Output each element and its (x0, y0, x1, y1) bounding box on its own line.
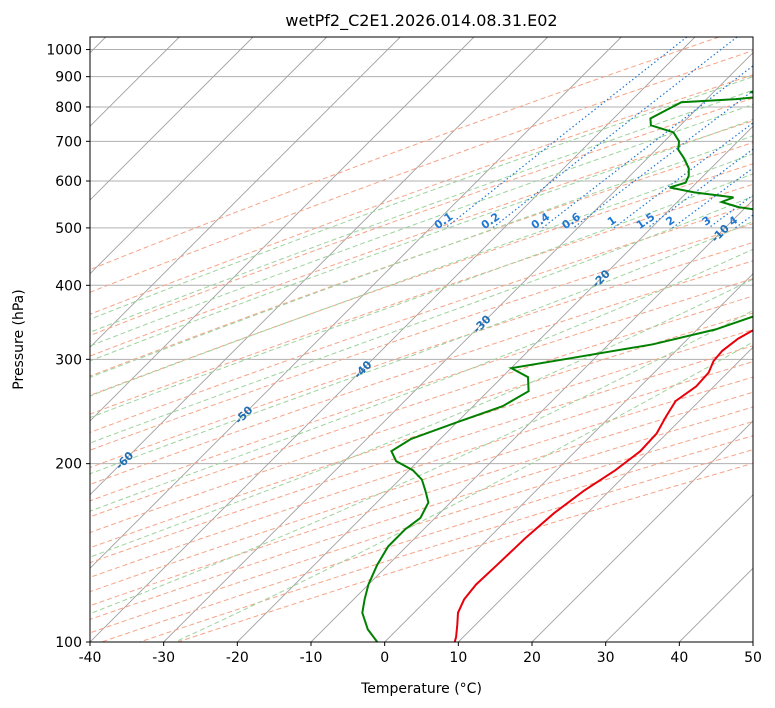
dry-adiabat-line (90, 312, 753, 534)
isotherm-line (90, 37, 549, 496)
y-axis-ticks: 1000 900 800 700 600 500 400 300 200 100 (46, 43, 90, 651)
y-tick-label: 700 (55, 134, 82, 150)
isotherm-line (605, 494, 753, 642)
x-tick-label: 50 (744, 650, 762, 666)
x-axis-ticks: -40 -30 -20 -10 0 10 20 30 40 50 (79, 642, 762, 666)
dry-adiabat-line (90, 241, 753, 469)
isotherm-line (310, 199, 753, 642)
y-axis-title: Pressure (hPa) (11, 289, 27, 389)
dry-adiabat-line (90, 391, 753, 607)
isotherm-line (236, 125, 753, 642)
y-tick-label: 100 (55, 635, 82, 651)
dry-adiabat-line (90, 37, 720, 271)
line-labels: 0.10.20.40.611.52346810131620253036-100-… (0, 210, 775, 517)
mixing-ratio-line (613, 122, 753, 229)
moist-adiabat-line (90, 76, 753, 320)
dry-adiabat-lines (90, 37, 753, 642)
x-tick-label: -40 (79, 650, 102, 666)
isotherm-label: -10 (709, 222, 732, 245)
dry-adiabat-line (90, 50, 753, 293)
x-tick-label: 10 (449, 650, 467, 666)
isotherm-line (90, 37, 401, 348)
mixing-ratio-label: 1 (605, 214, 619, 229)
x-tick-label: 20 (523, 650, 541, 666)
isotherm-lines (90, 37, 753, 642)
isotherm-line (752, 641, 753, 642)
plot-area: 0.10.20.40.611.52346810131620253036-100-… (0, 36, 775, 643)
isotherm-line (90, 37, 475, 422)
mixing-ratio-line (492, 37, 738, 229)
mixing-ratio-line (572, 89, 753, 229)
dry-adiabat-line (90, 345, 753, 564)
isotherm-line (90, 37, 328, 275)
mixing-ratio-label: 0.1 (432, 210, 455, 232)
x-axis-title: Temperature (°C) (360, 681, 482, 697)
isotherm-label: -40 (351, 358, 374, 381)
isotherm-line (90, 37, 622, 569)
moist-adiabat-line (90, 195, 753, 444)
dry-adiabat-line (90, 142, 753, 377)
x-tick-label: 40 (670, 650, 688, 666)
moist-adiabat-line (174, 341, 753, 642)
y-tick-label: 800 (55, 100, 82, 116)
y-tick-label: 1000 (46, 43, 82, 59)
y-tick-label: 500 (55, 221, 82, 237)
moist-adiabat-line (90, 103, 753, 347)
mixing-ratio-line (542, 65, 753, 229)
y-tick-label: 900 (55, 70, 82, 86)
moist-adiabat-lines (90, 76, 753, 642)
dry-adiabat-line (90, 295, 753, 518)
dry-adiabat-line (90, 361, 753, 578)
isotherm-line (384, 273, 753, 642)
dry-adiabat-line (90, 163, 753, 396)
isotherm-label: -70 (0, 494, 18, 517)
y-tick-label: 600 (55, 174, 82, 190)
temperature-profile-line (453, 329, 753, 642)
y-tick-label: 400 (55, 278, 82, 294)
dry-adiabat-line (177, 462, 753, 642)
dry-adiabat-line (90, 97, 753, 337)
mixing-ratio-label: 0.6 (560, 210, 584, 232)
mixing-ratio-line (672, 167, 753, 229)
mixing-ratio-label: 0.2 (479, 210, 502, 232)
mixing-ratio-label: 6 (765, 213, 775, 228)
chart-title: wetPf2_C2E1.2026.014.08.31.E02 (285, 11, 557, 31)
x-tick-label: -30 (152, 650, 175, 666)
isotherm-line (531, 420, 753, 642)
mixing-ratio-label: 4 (726, 213, 740, 228)
isotherm-line (90, 37, 254, 201)
x-tick-label: -10 (300, 650, 323, 666)
x-tick-label: -20 (226, 650, 249, 666)
dry-adiabat-line (90, 329, 753, 549)
dry-adiabat-line (90, 260, 753, 485)
mixing-ratio-label: 2 (664, 213, 678, 228)
profile-series (361, 90, 753, 642)
isotherm-line (678, 567, 753, 642)
moist-adiabat-line (90, 118, 753, 362)
moist-adiabat-line (90, 173, 753, 419)
pressure-gridlines (90, 49, 753, 642)
mixing-ratio-label: 1.5 (634, 210, 657, 232)
dewpoint-profile-line (361, 90, 753, 642)
dry-adiabat-line (90, 376, 753, 593)
mixing-ratio-line (734, 214, 753, 229)
isotherm-label: -50 (232, 403, 255, 426)
mixing-ratio-lines (445, 37, 753, 229)
x-tick-label: 30 (597, 650, 615, 666)
y-tick-label: 200 (55, 457, 82, 473)
moist-adiabat-line (90, 278, 753, 558)
x-tick-label: 0 (380, 650, 389, 666)
isotherm-line (457, 346, 753, 642)
dry-adiabat-line (90, 278, 753, 502)
dry-adiabat-line (90, 223, 753, 451)
isotherm-line (90, 37, 696, 642)
y-tick-label: 300 (55, 352, 82, 368)
plot-frame (89, 36, 754, 643)
isotherm-line (163, 52, 753, 642)
